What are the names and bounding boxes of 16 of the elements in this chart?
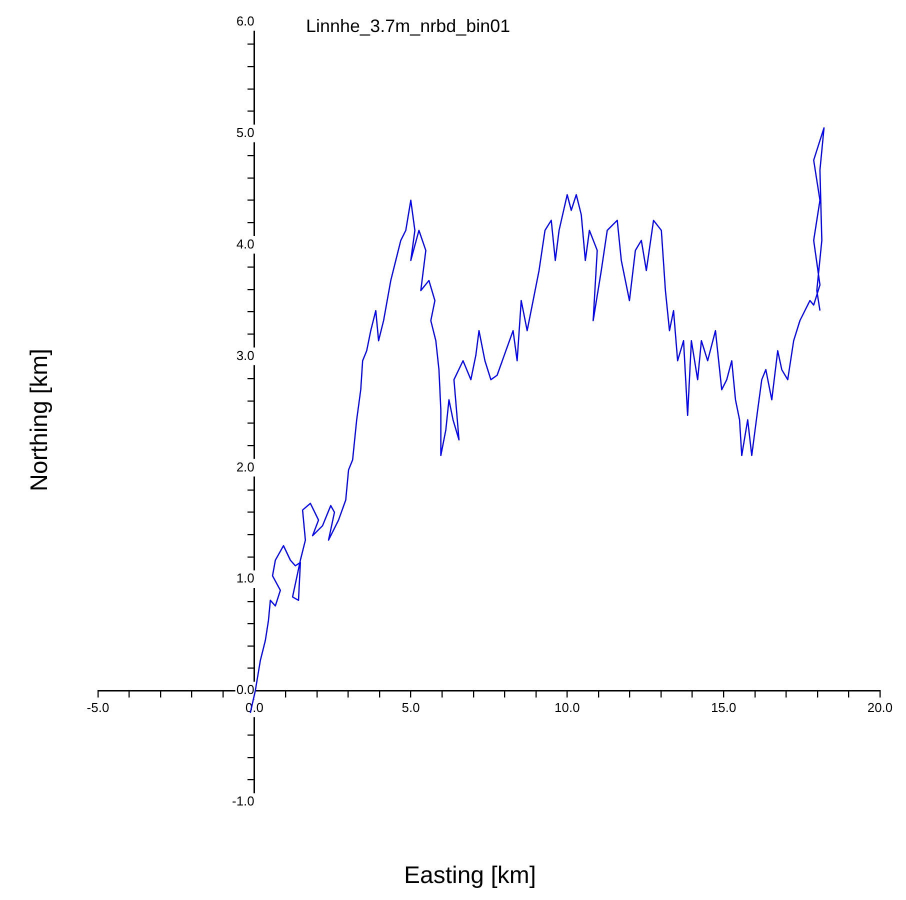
y-tick-label: 0.0 bbox=[236, 682, 254, 698]
chart-title: Linnhe_3.7m_nrbd_bin01 bbox=[306, 16, 510, 37]
x-tick-label: 5.0 bbox=[402, 700, 420, 715]
x-tick-label: 10.0 bbox=[554, 700, 580, 715]
y-tick-label: -1.0 bbox=[232, 794, 254, 809]
x-tick-label: 20.0 bbox=[867, 700, 893, 715]
y-axis-title: Northing [km] bbox=[26, 348, 54, 492]
y-tick-label: 4.0 bbox=[236, 236, 254, 252]
y-tick-label: 5.0 bbox=[236, 125, 254, 140]
y-tick-label: 1.0 bbox=[236, 570, 254, 586]
x-tick-label: -5.0 bbox=[86, 700, 110, 715]
y-tick-label: 3.0 bbox=[236, 348, 254, 363]
y-tick-label: 6.0 bbox=[236, 14, 254, 29]
x-tick-label: 15.0 bbox=[710, 700, 736, 715]
y-tick-label: 2.0 bbox=[236, 459, 254, 474]
x-axis-title: Easting [km] bbox=[402, 862, 538, 890]
